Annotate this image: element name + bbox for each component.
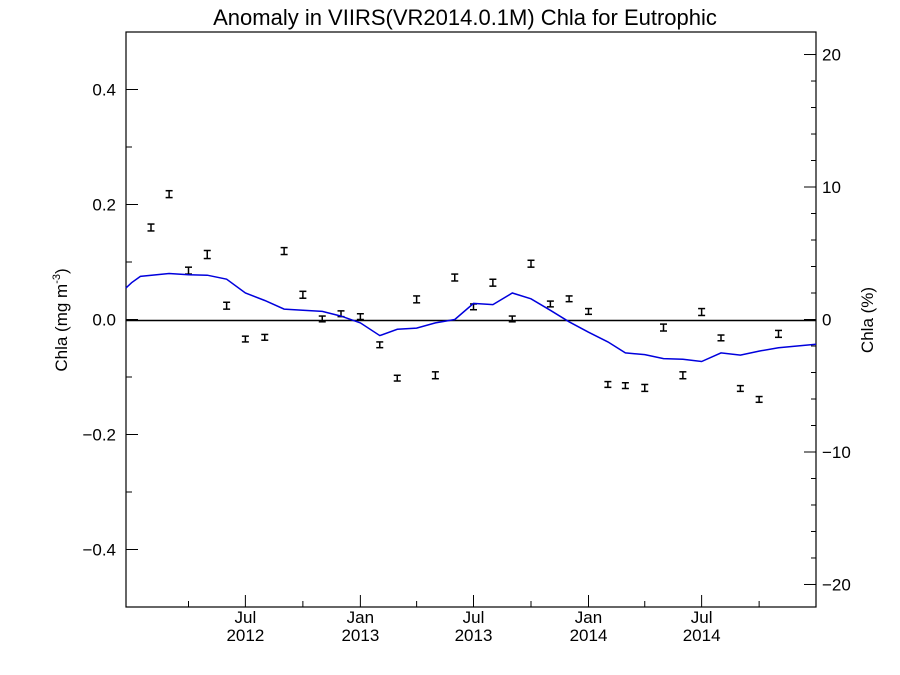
error-bar (679, 371, 687, 380)
left-tick-label: 0.2 (92, 196, 116, 215)
error-bar (775, 329, 782, 339)
left-axis-label: Chla (mg m-3) (51, 268, 71, 371)
error-bar (318, 315, 326, 323)
error-bar (413, 295, 421, 304)
x-tick-label-year: 2014 (570, 626, 608, 645)
right-tick-label: −20 (822, 575, 851, 594)
error-bar (203, 249, 211, 260)
left-tick-label: 0.4 (92, 81, 116, 100)
error-bar-series (147, 189, 782, 404)
chart-title: Anomaly in VIIRS(VR2014.0.1M) Chla for E… (213, 5, 717, 30)
error-bar (376, 341, 384, 349)
left-y-axis: 0.4 0.2 0.0 −0.2 −0.4 (82, 31, 138, 608)
error-bar (393, 374, 401, 382)
error-bar (641, 383, 649, 393)
error-bar (185, 266, 192, 275)
right-tick-label: 0 (822, 311, 831, 330)
left-tick-label: −0.4 (82, 541, 116, 560)
error-bar (431, 371, 439, 380)
error-bar (698, 307, 706, 317)
x-tick-label-month: Jan (347, 608, 374, 627)
left-axis-label-close: ) (52, 268, 71, 274)
error-bar (604, 380, 612, 389)
right-y-axis: 20 10 0 −10 −20 (804, 46, 851, 594)
error-bar (736, 384, 744, 393)
error-bar (660, 323, 667, 332)
error-bar (565, 295, 573, 303)
error-bar (755, 395, 763, 404)
error-bar (356, 313, 364, 321)
right-axis-label: Chla (%) (858, 287, 877, 353)
plot-frame (125, 31, 817, 608)
error-bar (585, 307, 592, 316)
error-bar (165, 189, 173, 199)
right-tick-label: 10 (822, 178, 841, 197)
left-axis-label-superscript: -3 (51, 274, 63, 284)
error-bar (299, 290, 307, 299)
error-bar (261, 333, 269, 341)
x-tick-label-month: Jan (575, 608, 602, 627)
error-bar (451, 273, 459, 282)
x-tick-label-month: Jul (235, 608, 257, 627)
left-tick-label: 0.0 (92, 311, 116, 330)
left-tick-label: −0.2 (82, 426, 116, 445)
x-tick-label-year: 2012 (226, 626, 264, 645)
error-bar (223, 301, 231, 310)
blue-line (125, 272, 817, 363)
x-tick-label-year: 2014 (683, 626, 721, 645)
error-bar (489, 278, 497, 287)
error-bar (508, 315, 516, 323)
x-tick-label-year: 2013 (341, 626, 379, 645)
error-bar (280, 246, 288, 256)
x-tick-label-year: 2013 (455, 626, 493, 645)
right-tick-label: 20 (822, 46, 841, 65)
x-tick-label-month: Jul (463, 608, 485, 627)
error-bar (527, 259, 535, 268)
left-axis-label-main: Chla (mg m (52, 284, 71, 372)
x-tick-label-month: Jul (691, 608, 713, 627)
error-bar (621, 382, 629, 390)
error-bar (546, 300, 554, 308)
blue-line-series (125, 272, 817, 363)
error-bar (147, 223, 155, 232)
right-tick-label: −10 (822, 443, 851, 462)
error-bar (717, 334, 725, 342)
error-bar (241, 335, 249, 343)
